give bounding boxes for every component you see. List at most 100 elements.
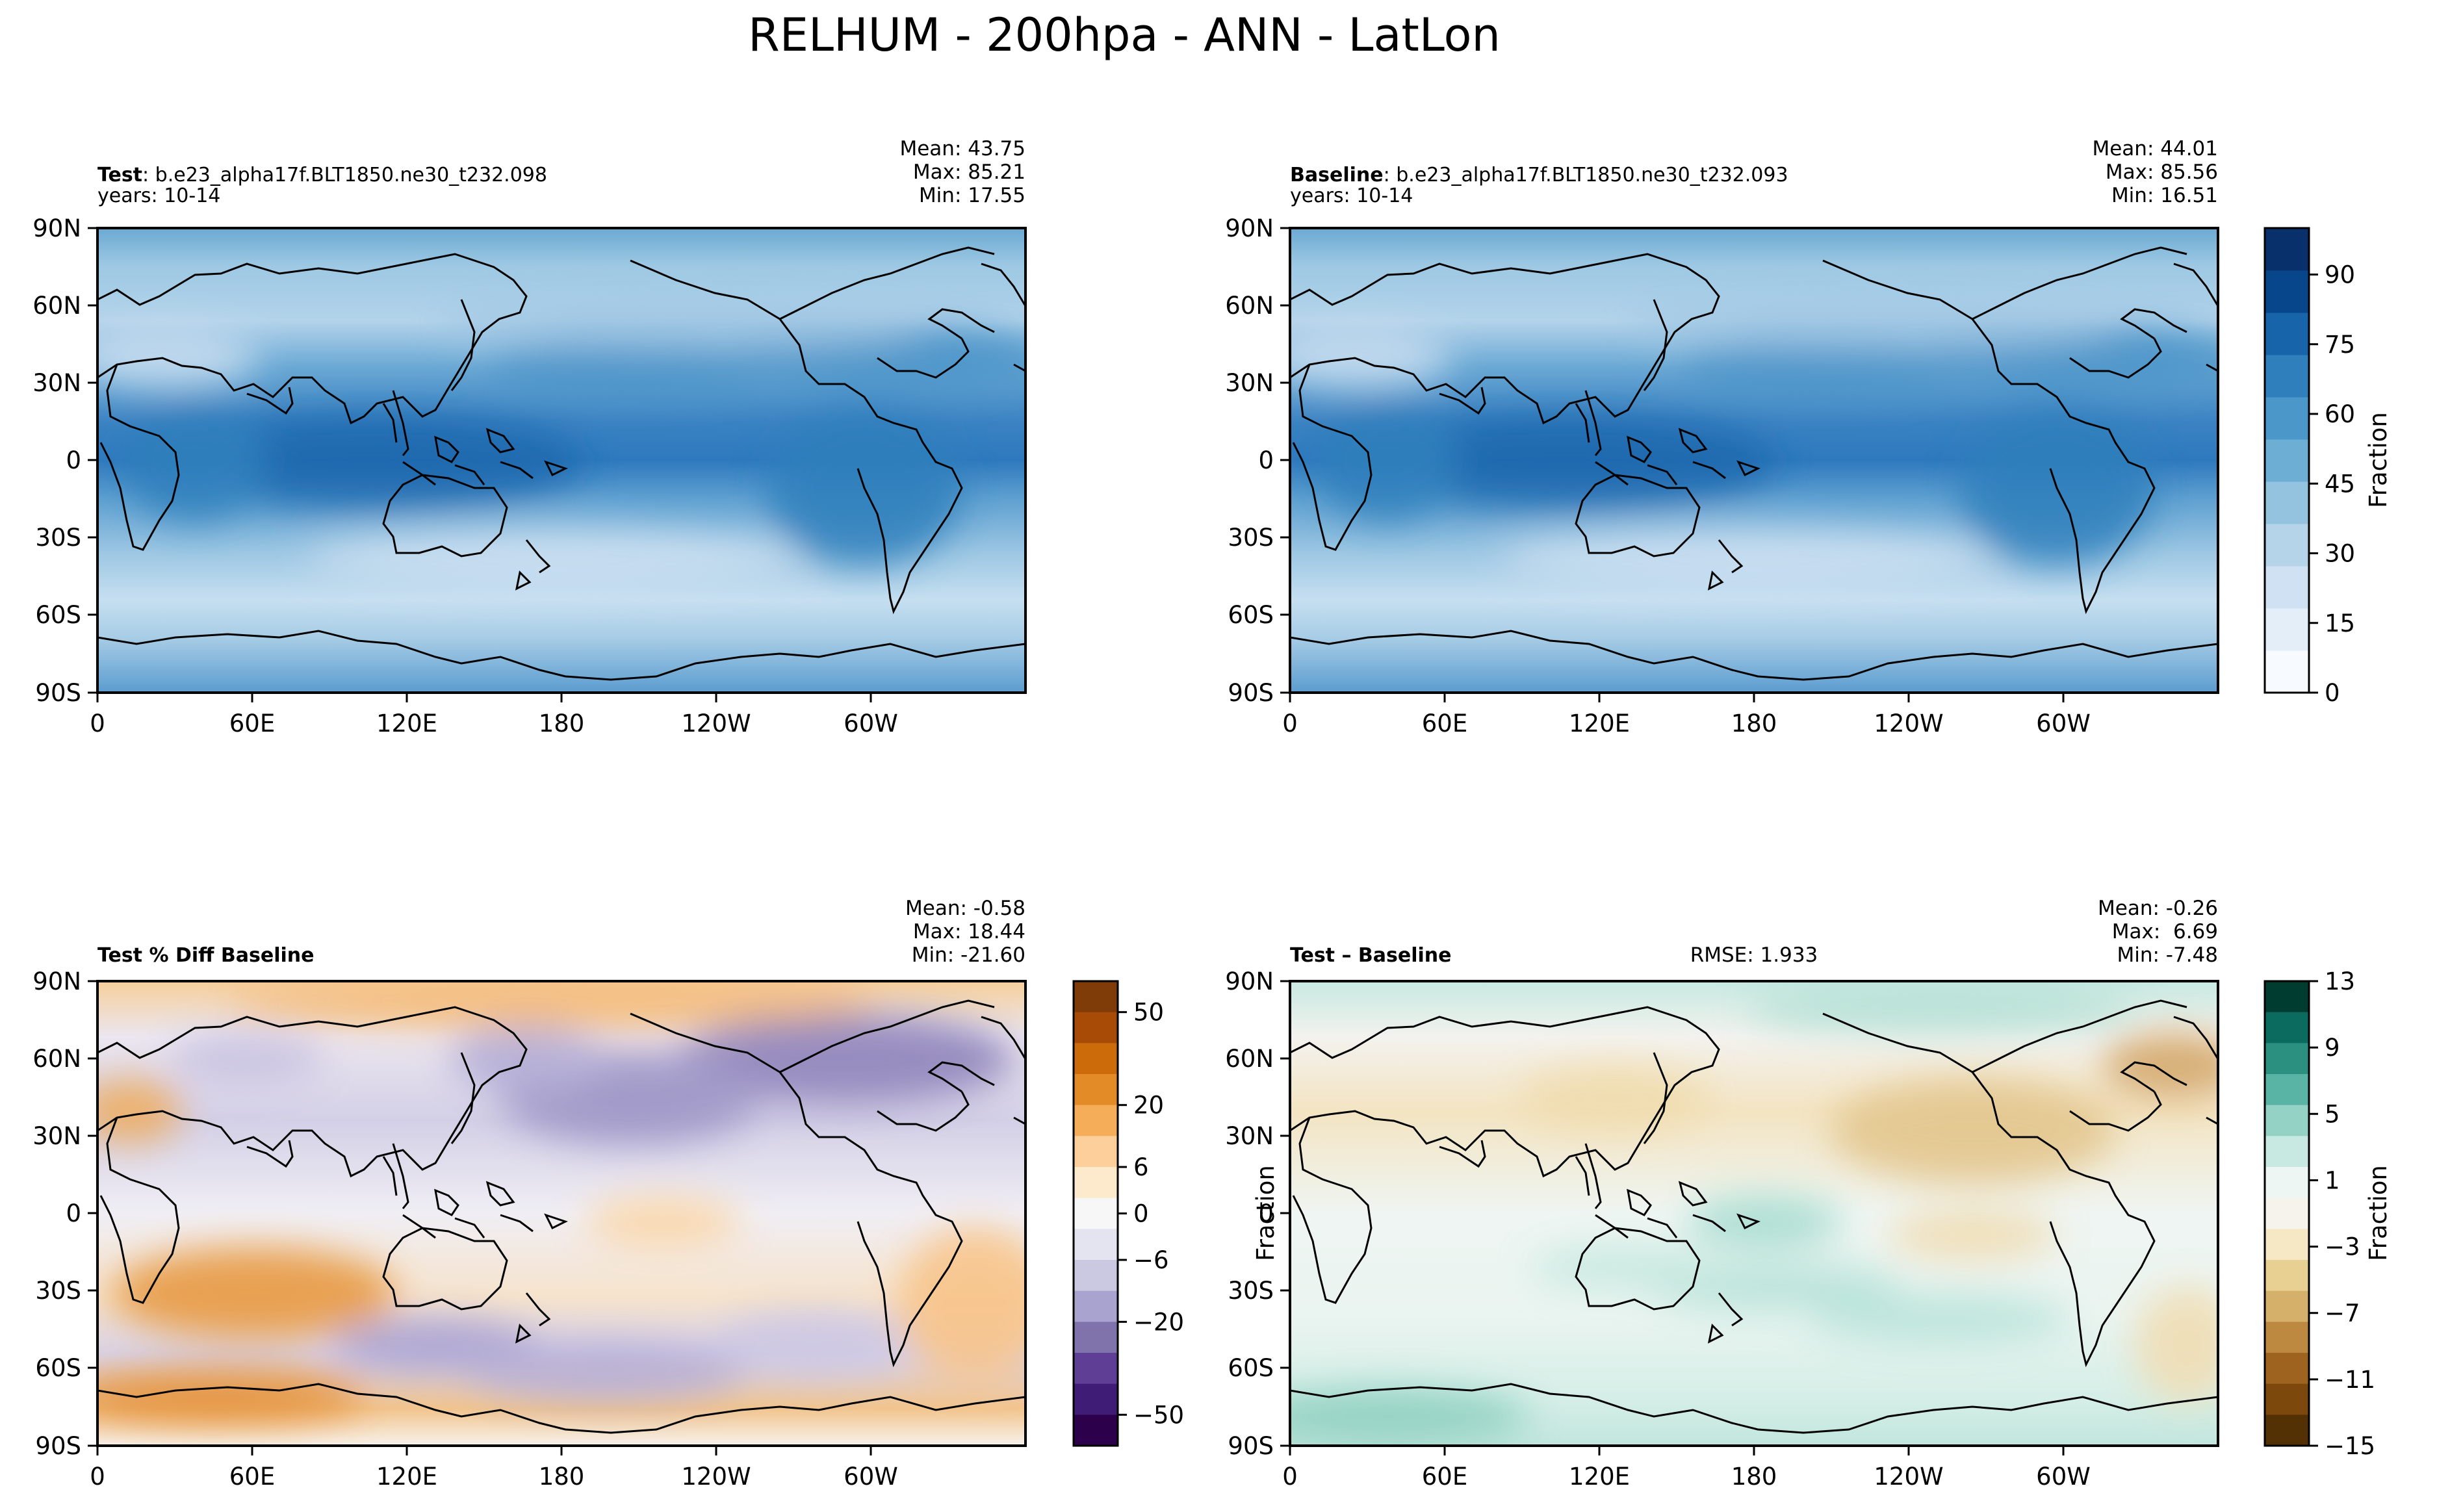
y-tick-label: 0 [66, 1199, 81, 1227]
colorbar-swatch [2265, 524, 2309, 567]
stat-mean: Mean: -0.26 [2098, 897, 2218, 920]
panel-title-bold: Test [97, 164, 142, 186]
colorbar-tick-label: 5 [2325, 1100, 2340, 1128]
panel-title-case: – Baseline [1335, 944, 1451, 967]
panel-title: Baseline: b.e23_alpha17f.BLT1850.ne30_t2… [1290, 164, 1788, 186]
x-tick-label: 120W [1874, 1463, 1943, 1491]
colorbar-swatch [2265, 270, 2309, 313]
colorbar-swatch [1074, 1198, 1118, 1229]
y-tick-label: 30N [1225, 369, 1274, 397]
x-axis-ticks: 0 60E 120E 180 120W 60W [1282, 1446, 2091, 1491]
stat-min: Min: 17.55 [919, 184, 1025, 207]
colorbar-tick-label: 45 [2325, 470, 2355, 498]
colorbar-swatch [2265, 1136, 2309, 1168]
stat-min: Min: -7.48 [2117, 943, 2218, 967]
x-tick-label: 180 [1731, 710, 1777, 737]
colorbar-swatch [1074, 1290, 1118, 1322]
y-tick-label: 30N [32, 369, 81, 397]
x-tick-label: 180 [539, 1463, 585, 1491]
colorbar-swatch [2265, 313, 2309, 355]
y-tick-label: 60S [35, 1354, 81, 1382]
y-tick-label: 30S [1228, 524, 1274, 552]
y-axis-ticks: 90N 60N 30N 0 30S 60S 90S [32, 967, 97, 1460]
stat-mean: Mean: 44.01 [2092, 137, 2218, 160]
stat-max: Max: 85.21 [913, 160, 1025, 184]
coastlines [1290, 246, 2218, 681]
panel-difference: Test – Baseline RMSE: 1.933 Mean: -0.26 … [1225, 897, 2219, 1491]
x-tick-label: 60W [844, 1463, 898, 1491]
panel-title-case: : b.e23_alpha17f.BLT1850.ne30_t232.098 [142, 164, 547, 186]
y-tick-label: 60S [1228, 1354, 1274, 1382]
colorbar-swatch [2265, 1167, 2309, 1199]
colorbar-swatch [1074, 1012, 1118, 1044]
colorbar-swatch [2265, 439, 2309, 482]
panel-test: Test: b.e23_alpha17f.BLT1850.ne30_t232.0… [32, 137, 1027, 737]
x-tick-label: 60W [2036, 1463, 2091, 1491]
colorbar-swatch [1074, 1136, 1118, 1168]
colorbar-tick-label: −3 [2325, 1233, 2360, 1261]
x-tick-label: 60W [844, 710, 898, 737]
y-axis-ticks: 90N 60N 30N 0 30S 60S 90S [1225, 214, 1290, 707]
x-tick-label: 180 [1731, 1463, 1777, 1491]
stat-mean: Mean: -0.58 [905, 897, 1025, 920]
colorbar-tick-label: 1 [2325, 1166, 2340, 1194]
x-tick-label: 180 [539, 710, 585, 737]
panel-baseline: Baseline: b.e23_alpha17f.BLT1850.ne30_t2… [1225, 137, 2219, 737]
colorbar-swatch [2265, 1322, 2309, 1353]
y-tick-label: 30N [1225, 1122, 1274, 1150]
map-field [1290, 981, 2218, 1446]
colorbar-swatch [2265, 1198, 2309, 1229]
colorbar-tick-label: 6 [1133, 1153, 1149, 1181]
y-tick-label: 60S [35, 601, 81, 629]
x-tick-label: 120E [1569, 1463, 1630, 1491]
y-tick-label: 30N [32, 1122, 81, 1150]
x-tick-label: 60E [1422, 1463, 1467, 1491]
map-field [97, 981, 1025, 1446]
colorbar-swatch [1074, 1229, 1118, 1261]
colorbar-tick-label: 30 [2325, 540, 2355, 568]
y-tick-label: 30S [35, 1277, 81, 1305]
colorbar-swatch [1074, 1043, 1118, 1075]
y-tick-label: 90N [1225, 967, 1274, 995]
colorbar-tick-label: 0 [1133, 1200, 1149, 1228]
y-axis-label: Fraction [1252, 1165, 1280, 1261]
colorbar-tick-label: 15 [2325, 609, 2355, 637]
stat-min: Min: 16.51 [2111, 184, 2218, 207]
y-tick-label: 60N [32, 292, 81, 320]
x-axis-ticks: 0 60E 120E 180 120W 60W [90, 1446, 898, 1491]
y-tick-label: 60N [32, 1045, 81, 1073]
colorbar-swatch [1074, 1322, 1118, 1353]
x-tick-label: 120W [681, 1463, 751, 1491]
y-tick-label: 0 [66, 446, 81, 474]
y-tick-label: 90N [32, 214, 81, 242]
colorbar-swatches [1074, 981, 1118, 1446]
colorbar-swatch [2265, 650, 2309, 693]
colorbar-tick-label: −50 [1133, 1401, 1184, 1429]
x-tick-label: 0 [1282, 710, 1298, 737]
stat-max: Max: 18.44 [913, 920, 1025, 943]
y-tick-label: 90S [1228, 1432, 1274, 1460]
colorbar-swatch [2265, 566, 2309, 609]
y-tick-label: 60N [1225, 1045, 1274, 1073]
x-tick-label: 60E [229, 710, 275, 737]
coastlines [97, 999, 1025, 1434]
x-tick-label: 0 [1282, 1463, 1298, 1491]
colorbar-swatch [2265, 1012, 2309, 1044]
colorbar-tick-label: 60 [2325, 400, 2355, 428]
x-tick-label: 60E [1422, 710, 1467, 737]
colorbar-swatch [1074, 1260, 1118, 1292]
colorbar-tick-label: 0 [2325, 679, 2340, 707]
y-tick-label: 90N [1225, 214, 1274, 242]
panel-title-bold: Baseline [1290, 164, 1384, 186]
x-tick-label: 120E [376, 1463, 437, 1491]
panel-title-case: : b.e23_alpha17f.BLT1850.ne30_t232.093 [1384, 164, 1788, 186]
colorbar-ticks: 13 9 5 1 −3 −7 −11 −15 [2309, 967, 2375, 1460]
x-tick-label: 120E [1569, 710, 1630, 737]
colorbar-swatch [2265, 1353, 2309, 1385]
x-tick-label: 60E [229, 1463, 275, 1491]
colorbar-swatch [2265, 1415, 2309, 1446]
colorbar-swatch [2265, 228, 2309, 271]
colorbar-tick-label: 13 [2325, 967, 2355, 995]
map-field [1290, 228, 2218, 693]
